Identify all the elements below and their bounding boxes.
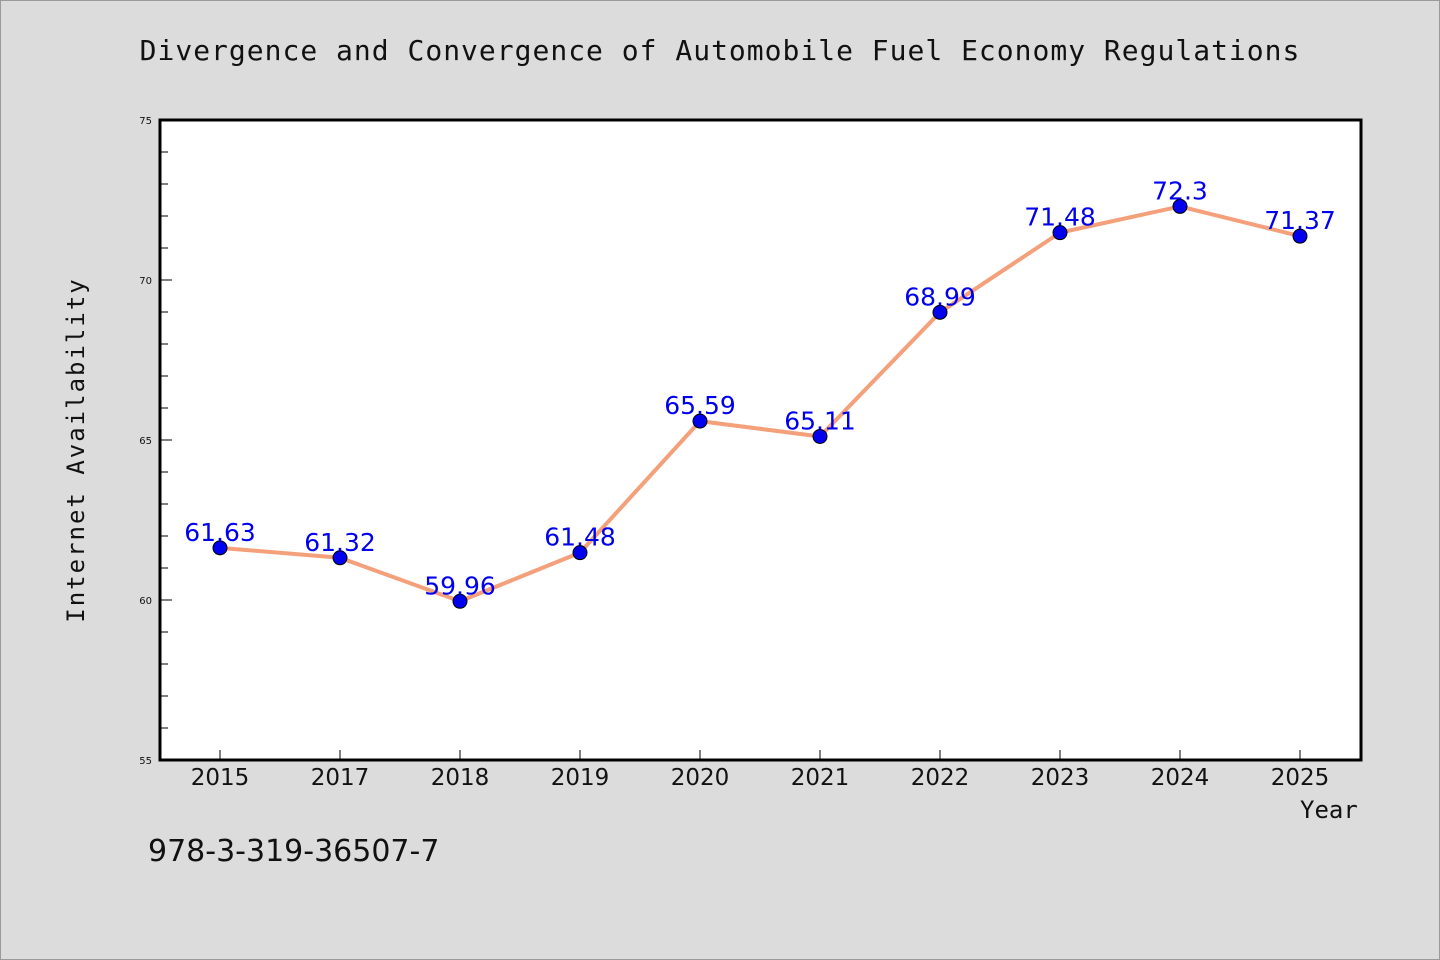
x-tick-label: 2025 bbox=[1271, 765, 1330, 791]
data-point bbox=[932, 304, 948, 320]
chart-title: Divergence and Convergence of Automobile… bbox=[139, 34, 1301, 67]
x-tick-label: 2021 bbox=[791, 765, 850, 791]
data-label: 71.48 bbox=[1024, 203, 1096, 232]
plot-area bbox=[160, 120, 1361, 760]
x-tick-label: 2020 bbox=[671, 765, 730, 791]
series-line-layer bbox=[219, 204, 1301, 604]
series-line bbox=[219, 204, 1301, 604]
data-label: 59.96 bbox=[424, 571, 496, 600]
data-label: 71.37 bbox=[1264, 206, 1336, 235]
data-point bbox=[1052, 225, 1068, 241]
data-point bbox=[1172, 198, 1188, 214]
data-point bbox=[452, 593, 468, 609]
data-label: 65.59 bbox=[664, 391, 736, 420]
x-tick-label: 2023 bbox=[1031, 765, 1090, 791]
footer-isbn-code: 978-3-319-36507-7 bbox=[148, 834, 440, 869]
x-tick-label: 2018 bbox=[431, 765, 490, 791]
data-label: 65.11 bbox=[784, 406, 856, 435]
data-point bbox=[1292, 228, 1308, 244]
series-marker-layer bbox=[212, 198, 1308, 609]
data-point bbox=[572, 545, 588, 561]
axis-ticks: 55 60 65 70 75 2015 2017 2018 2019 2020 2021 2022 20… bbox=[139, 116, 1329, 791]
y-tick-label: 70 bbox=[139, 276, 152, 287]
data-point bbox=[692, 413, 708, 429]
x-tick-label: 2015 bbox=[191, 765, 250, 791]
data-point bbox=[332, 550, 348, 566]
data-label-layer: 61.63 61.32 59.96 61.48 65.59 65.11 68.99 71.48… bbox=[184, 176, 1336, 600]
y-tick-label: 60 bbox=[139, 596, 152, 607]
data-label: 72.3 bbox=[1152, 176, 1208, 205]
y-tick-label: 75 bbox=[139, 116, 152, 127]
x-tick-label: 2019 bbox=[551, 765, 610, 791]
data-point bbox=[812, 428, 828, 444]
x-tick-label: 2022 bbox=[911, 765, 970, 791]
x-tick-label: 2024 bbox=[1151, 765, 1210, 791]
x-tick-label: 2017 bbox=[311, 765, 370, 791]
plot-border bbox=[158, 118, 1363, 762]
data-label: 61.32 bbox=[304, 528, 376, 557]
y-tick-label: 55 bbox=[139, 756, 152, 767]
data-label: 61.48 bbox=[544, 523, 616, 552]
data-label: 68.99 bbox=[904, 282, 976, 311]
data-label: 61.63 bbox=[184, 518, 256, 547]
y-tick-label: 65 bbox=[139, 436, 152, 447]
x-axis-label: Year bbox=[1300, 796, 1358, 824]
data-point bbox=[212, 540, 228, 556]
